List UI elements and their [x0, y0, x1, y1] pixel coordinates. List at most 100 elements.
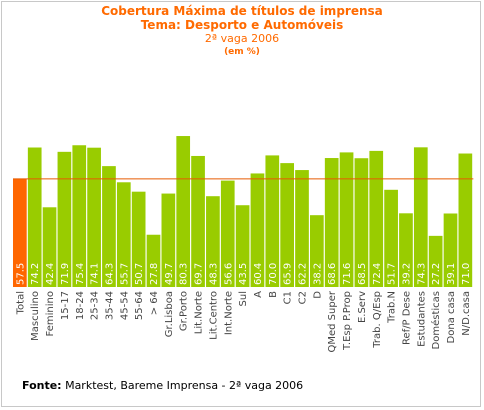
value-label-14: 56.6 — [223, 263, 234, 285]
value-label-10: 49.7 — [164, 263, 175, 285]
bar-11 — [176, 136, 191, 287]
bar-4 — [72, 145, 87, 287]
bar-23 — [354, 158, 369, 287]
bar-16 — [250, 173, 265, 287]
category-label-13: Lit.Centro — [208, 291, 219, 340]
value-label-18: 65.9 — [283, 263, 294, 285]
value-label-1: 74.2 — [30, 263, 41, 285]
source-text: Marktest, Bareme Imprensa - 2ª vaga 2006 — [61, 379, 304, 392]
bar-18 — [280, 163, 294, 287]
category-label-22: T.Esp P.Prop — [342, 291, 353, 351]
source-note: Fonte: Marktest, Bareme Imprensa - 2ª va… — [22, 379, 303, 392]
value-label-27: 74.3 — [416, 263, 427, 285]
chart-header: Cobertura Máxima de títulos de imprensa … — [0, 4, 484, 58]
bar-27 — [413, 147, 428, 287]
value-label-3: 71.9 — [60, 263, 71, 285]
category-label-23: E.Serv — [357, 291, 368, 323]
value-label-7: 55.7 — [119, 263, 130, 285]
category-label-10: Gr.Lisboa — [164, 291, 175, 337]
category-label-1: Masculino — [30, 291, 41, 341]
source-label: Fonte: — [22, 379, 62, 392]
category-label-18: C1 — [283, 291, 294, 304]
value-label-11: 80.3 — [179, 263, 190, 285]
value-label-28: 27.2 — [431, 263, 442, 285]
bar-8 — [131, 191, 146, 287]
category-label-24: Trab. Q/Esp — [372, 291, 383, 349]
value-label-4: 75.4 — [75, 263, 86, 285]
bar-17 — [265, 155, 280, 287]
bar-15 — [235, 205, 250, 287]
category-label-4: 18-24 — [75, 291, 86, 320]
value-label-21: 68.6 — [327, 263, 338, 285]
bar-19 — [295, 170, 309, 287]
bar-25 — [384, 189, 398, 287]
value-label-23: 68.5 — [357, 263, 368, 285]
value-label-29: 39.1 — [446, 263, 457, 285]
value-label-24: 72.4 — [372, 263, 383, 285]
value-label-16: 60.4 — [253, 263, 264, 285]
category-label-17: B — [268, 291, 279, 298]
value-label-13: 48.3 — [208, 263, 219, 285]
category-label-25: Trab.N — [387, 291, 398, 324]
bar-14 — [220, 180, 235, 287]
value-label-12: 69.7 — [194, 263, 205, 285]
bar-26 — [399, 213, 413, 287]
category-label-9: > 64 — [149, 291, 160, 315]
bar-12 — [191, 155, 205, 287]
category-label-26: Ref/P Dese — [401, 291, 412, 345]
category-label-28: Domésticas — [430, 291, 442, 349]
bar-22 — [339, 152, 354, 287]
bar-21 — [324, 158, 339, 287]
value-label-17: 70.0 — [268, 263, 279, 285]
chart-title: Cobertura Máxima de títulos de imprensa — [101, 4, 383, 18]
bar-1 — [27, 147, 42, 287]
category-label-21: QMed Super — [327, 290, 338, 352]
chart-unit: (em %) — [224, 47, 260, 57]
category-label-0: Total — [15, 291, 26, 315]
value-label-15: 43.5 — [238, 263, 249, 285]
category-label-15: Sul — [238, 291, 249, 306]
value-label-22: 71.6 — [342, 263, 353, 285]
category-label-16: A — [253, 291, 264, 298]
category-label-12: Lit.Norte — [194, 291, 205, 334]
category-label-20: D — [312, 291, 323, 299]
bar-28 — [428, 235, 443, 287]
value-label-30: 71.0 — [461, 263, 472, 285]
bar-30 — [458, 153, 473, 287]
bar-3 — [57, 151, 72, 287]
category-label-2: Feminino — [45, 291, 56, 336]
chart-wave: 2ª vaga 2006 — [204, 32, 280, 45]
value-label-26: 39.2 — [401, 263, 412, 285]
bar-6 — [102, 166, 116, 287]
bar-29 — [443, 213, 458, 287]
bar-13 — [206, 196, 220, 287]
value-label-8: 50.7 — [134, 263, 145, 285]
category-label-29: Dona casa — [446, 291, 457, 343]
category-label-5: 25-34 — [90, 291, 101, 320]
category-label-3: 15-17 — [60, 291, 71, 320]
value-label-25: 51.7 — [387, 263, 398, 285]
category-label-7: 45-54 — [119, 291, 130, 320]
category-label-8: 55-64 — [134, 291, 145, 320]
category-label-19: C2 — [298, 291, 309, 304]
value-label-0: 57.5 — [15, 263, 26, 285]
value-label-5: 74.1 — [90, 263, 101, 285]
bar-9 — [146, 234, 161, 287]
bar-7 — [116, 182, 131, 287]
category-label-11: Gr.Porto — [179, 291, 190, 331]
bar-2 — [42, 207, 57, 287]
category-label-27: Estudantes — [416, 291, 427, 347]
bar-5 — [87, 147, 101, 287]
bar-24 — [369, 150, 384, 287]
value-label-6: 64.3 — [104, 263, 115, 285]
value-label-9: 27.8 — [149, 263, 160, 285]
value-label-2: 42.4 — [45, 263, 56, 285]
bar-0 — [13, 178, 27, 287]
value-label-20: 38.2 — [312, 263, 323, 285]
category-label-6: 35-44 — [104, 291, 115, 320]
bar-10 — [161, 193, 176, 287]
category-label-14: Int.Norte — [223, 291, 234, 335]
bar-20 — [310, 215, 324, 287]
